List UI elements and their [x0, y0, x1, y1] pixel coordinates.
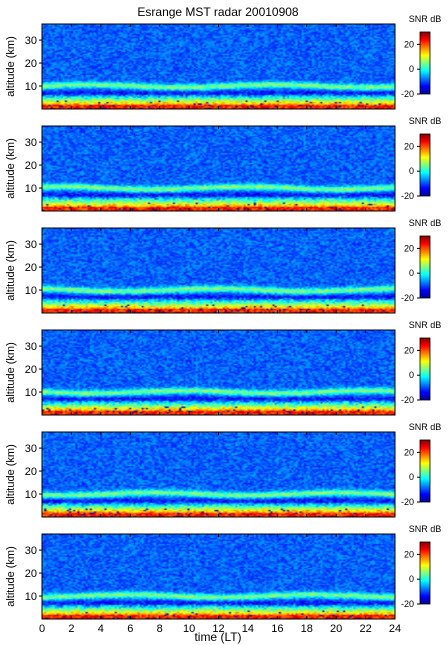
heatmap-panel: 10 20 30 altitude (km) SNR dB -20 0 20	[5, 14, 442, 110]
y-axis-title: altitude (km)	[5, 138, 17, 199]
x-tick-label: 24	[389, 623, 401, 635]
x-axis-title: time (LT)	[194, 630, 241, 644]
heatmap-image	[42, 432, 395, 517]
y-tick-label: 20	[25, 466, 37, 478]
heatmap-image	[42, 330, 395, 415]
heatmap-image	[42, 126, 395, 211]
colorbar-tick-label: 20	[404, 141, 414, 151]
y-tick-label: 10	[25, 591, 37, 603]
colorbar-tick-label: -20	[401, 497, 414, 507]
y-axis-title: altitude (km)	[5, 240, 17, 301]
heatmap-image	[42, 228, 395, 313]
colorbar	[419, 541, 431, 605]
colorbar-label: SNR dB	[409, 320, 442, 330]
heatmap-panel: 10 20 30 altitude (km) SNR dB -20 0 20	[5, 320, 442, 416]
colorbar-tick-label: 20	[404, 549, 414, 559]
y-tick-label: 30	[25, 545, 37, 557]
colorbar-label: SNR dB	[409, 524, 442, 534]
x-tick-label: 8	[157, 623, 163, 635]
y-tick-label: 10	[25, 285, 37, 297]
x-tick-label: 14	[242, 623, 254, 635]
colorbar-tick-label: -20	[401, 599, 414, 609]
y-tick-label: 30	[25, 35, 37, 47]
colorbar-tick-label: 20	[404, 447, 414, 457]
colorbar-tick-label: 20	[404, 39, 414, 49]
colorbar-tick-label: 0	[409, 370, 414, 380]
x-tick-label: 10	[183, 623, 195, 635]
y-tick-label: 30	[25, 443, 37, 455]
colorbar	[419, 133, 431, 197]
colorbar-tick-label: 0	[409, 268, 414, 278]
colorbar-tick-label: -20	[401, 89, 414, 99]
colorbar-tick-label: -20	[401, 191, 414, 201]
heatmap-panel: 10 20 30 altitude (km) SNR dB -20 0 20	[5, 116, 442, 212]
x-tick-label: 2	[68, 623, 74, 635]
y-tick-label: 30	[25, 239, 37, 251]
y-tick-label: 20	[25, 568, 37, 580]
colorbar	[419, 31, 431, 95]
colorbar	[419, 337, 431, 401]
x-tick-label: 20	[330, 623, 342, 635]
x-tick-label: 18	[301, 623, 313, 635]
y-tick-label: 20	[25, 58, 37, 70]
figure-title: Esrange MST radar 20010908	[137, 5, 299, 19]
x-tick-label: 16	[271, 623, 283, 635]
heatmap-image	[42, 534, 395, 619]
y-tick-label: 20	[25, 160, 37, 172]
x-tick-label: 22	[359, 623, 371, 635]
colorbar-label: SNR dB	[409, 218, 442, 228]
colorbar	[419, 439, 431, 503]
colorbar-label: SNR dB	[409, 116, 442, 126]
colorbar-tick-label: 0	[409, 574, 414, 584]
x-tick-label: 12	[212, 623, 224, 635]
y-tick-label: 10	[25, 81, 37, 93]
y-axis-title: altitude (km)	[5, 36, 17, 97]
colorbar-tick-label: -20	[401, 395, 414, 405]
colorbar-label: SNR dB	[409, 14, 442, 24]
heatmap-panel: 10 20 30 altitude (km) SNR dB -20 0 20	[5, 218, 442, 314]
colorbar-label: SNR dB	[409, 422, 442, 432]
y-tick-label: 20	[25, 364, 37, 376]
colorbar-tick-label: -20	[401, 293, 414, 303]
y-tick-label: 10	[25, 489, 37, 501]
x-tick-label: 4	[98, 623, 104, 635]
y-axis-title: altitude (km)	[5, 342, 17, 403]
heatmap-image	[42, 24, 395, 109]
colorbar-tick-label: 20	[404, 345, 414, 355]
colorbar-tick-label: 0	[409, 64, 414, 74]
colorbar-tick-label: 20	[404, 243, 414, 253]
heatmap-panel: 10 20 30 altitude (km) SNR dB -20 0 20	[5, 422, 442, 518]
colorbar	[419, 235, 431, 299]
y-tick-label: 10	[25, 183, 37, 195]
x-tick-label: 0	[39, 623, 45, 635]
y-axis-title: altitude (km)	[5, 444, 17, 505]
y-tick-label: 30	[25, 341, 37, 353]
y-tick-label: 30	[25, 137, 37, 149]
colorbar-tick-label: 0	[409, 472, 414, 482]
y-axis-title: altitude (km)	[5, 546, 17, 607]
y-tick-label: 20	[25, 262, 37, 274]
colorbar-tick-label: 0	[409, 166, 414, 176]
x-tick-label: 6	[127, 623, 133, 635]
y-tick-label: 10	[25, 387, 37, 399]
